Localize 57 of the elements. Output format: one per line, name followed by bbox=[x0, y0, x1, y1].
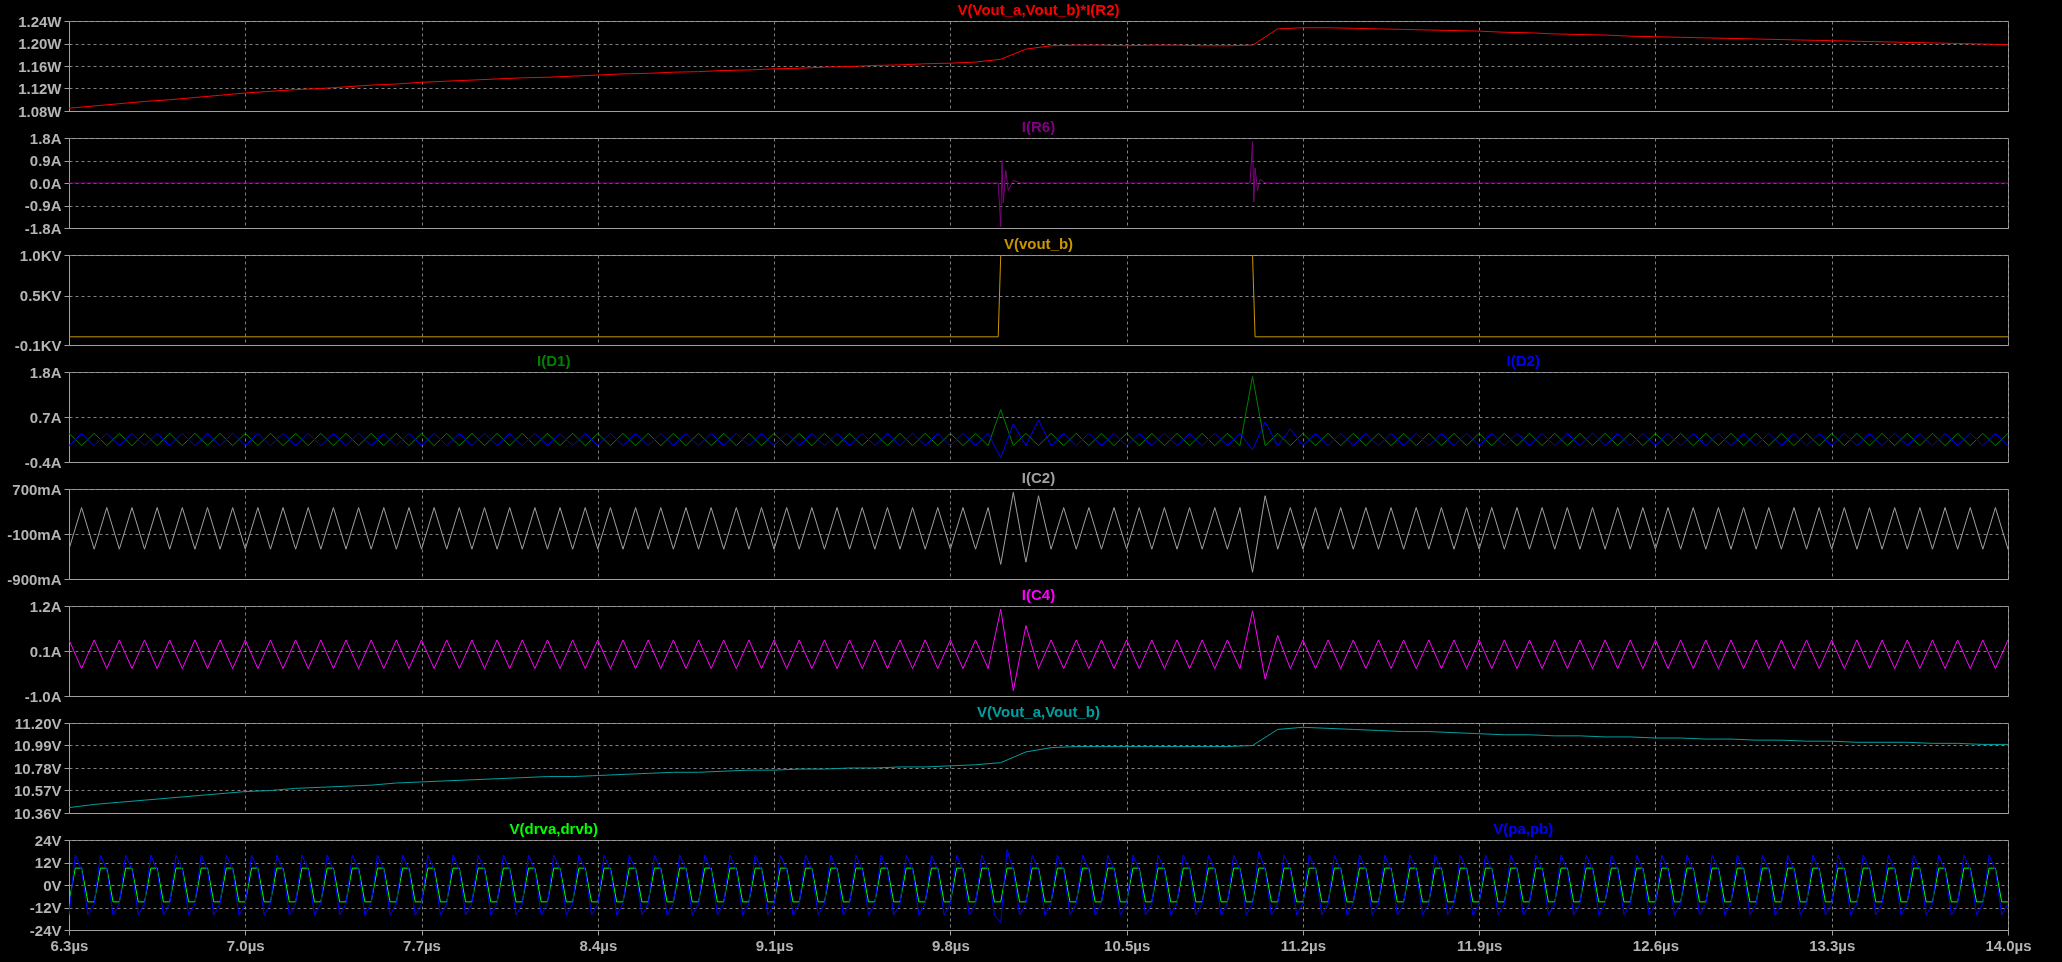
chart-title: I(R6) bbox=[1021, 118, 1056, 135]
y-tick-label: 12V bbox=[34, 854, 62, 871]
y-tick-label: 1.0KV bbox=[19, 246, 62, 264]
y-tick-label: 1.2A bbox=[29, 597, 62, 615]
y-tick-label: 0V bbox=[43, 876, 62, 894]
line-series bbox=[69, 848, 2008, 923]
y-tick-label: 1.08W bbox=[18, 102, 63, 120]
y-tick-label: -0.1KV bbox=[14, 336, 62, 354]
y-tick-label: 1.24W bbox=[18, 12, 63, 30]
text: V(drva,drvb) bbox=[509, 820, 598, 837]
x-tick-label: 9.8µs bbox=[931, 936, 970, 954]
chart-title: I(C4) bbox=[1021, 586, 1056, 603]
y-tick-label: 24V bbox=[34, 831, 62, 849]
x-tick-label: 14.0µs bbox=[1985, 936, 2032, 954]
x-tick-label: 11.2µs bbox=[1280, 936, 1327, 954]
y-tick-label: 1.16W bbox=[18, 57, 63, 75]
y-tick-label: 1.8A bbox=[29, 363, 62, 381]
x-tick-label: 12.6µs bbox=[1632, 936, 1680, 954]
y-tick-label: 1.8A bbox=[29, 129, 62, 147]
y-tick-label: 700mA bbox=[12, 480, 62, 498]
x-tick-label: 6.3µs bbox=[50, 936, 89, 954]
y-tick-label: -1.0A bbox=[24, 687, 62, 705]
y-tick-label: -1.8A bbox=[24, 219, 62, 237]
x-tick-label: 13.3µs bbox=[1809, 936, 1856, 954]
x-tick-label: 11.9µs bbox=[1457, 936, 1503, 954]
y-tick-label: 0.5KV bbox=[19, 287, 62, 305]
y-tick-label: 11.20V bbox=[14, 714, 62, 732]
y-tick-label: -12V bbox=[29, 899, 62, 916]
y-tick-label: 1.12W bbox=[18, 80, 63, 97]
chart-title: V(Vout_a,Vout_b)*I(R2) bbox=[957, 1, 1120, 18]
y-tick-label: 0.0A bbox=[29, 174, 62, 192]
chart-title: V(vout_b) bbox=[1003, 235, 1074, 252]
y-tick-label: -0.4A bbox=[24, 453, 62, 471]
y-tick-label: 10.99V bbox=[13, 737, 62, 754]
x-tick-label: 9.1µs bbox=[755, 936, 794, 954]
y-tick-label: 1.20W bbox=[18, 35, 63, 52]
y-tick-label: 10.36V bbox=[13, 804, 62, 822]
y-tick-label: 0.9A bbox=[29, 152, 62, 169]
y-tick-label: 0.7A bbox=[29, 408, 62, 426]
x-tick-label: 8.4µs bbox=[579, 936, 618, 954]
x-tick-label: 10.5µs bbox=[1104, 936, 1151, 954]
line-series bbox=[69, 419, 2008, 459]
text: I(D1) bbox=[537, 352, 571, 369]
text: I(D2) bbox=[1506, 352, 1540, 369]
series-label: V(pa,pb) bbox=[1493, 820, 1554, 837]
y-tick-label: -900mA bbox=[7, 570, 62, 588]
x-tick-label: 7.7µs bbox=[403, 936, 441, 954]
x-tick-label: 7.0µs bbox=[226, 936, 265, 954]
line-series bbox=[69, 376, 2008, 447]
y-tick-label: -0.9A bbox=[24, 197, 62, 214]
chart-title: I(C2) bbox=[1021, 469, 1056, 486]
y-tick-label: 0.1A bbox=[29, 642, 62, 660]
y-tick-label: -24V bbox=[29, 921, 62, 939]
chart-title: V(Vout_a,Vout_b) bbox=[977, 703, 1100, 720]
y-tick-label: -100mA bbox=[7, 525, 62, 543]
y-tick-label: 10.78V bbox=[13, 759, 62, 777]
y-tick-label: 10.57V bbox=[13, 782, 62, 799]
